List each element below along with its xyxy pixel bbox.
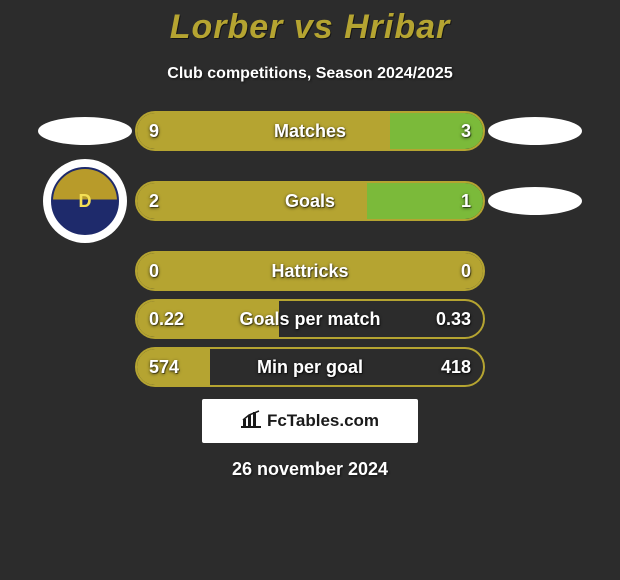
left-side-slot: D	[35, 159, 135, 243]
metric-row: 0.22Goals per match0.33	[0, 299, 620, 339]
bar-segment-right	[367, 183, 483, 219]
player-marker-left	[38, 117, 132, 145]
left-side-slot	[35, 299, 135, 339]
right-side-slot	[485, 299, 585, 339]
metric-row: D 2Goals1	[0, 159, 620, 243]
player-marker-right	[488, 187, 582, 215]
bar-segment-left	[137, 183, 367, 219]
barchart-icon	[241, 410, 261, 433]
date-line: 26 november 2024	[0, 459, 620, 480]
right-side-slot	[485, 347, 585, 387]
metric-bar: 0Hattricks0	[135, 251, 485, 291]
page-title: Lorber vs Hribar	[0, 8, 620, 47]
bar-segment-left	[137, 253, 483, 289]
metric-value-right: 0.33	[436, 301, 471, 337]
comparison-card: Lorber vs Hribar Club competitions, Seas…	[0, 0, 620, 480]
metric-bar: 0.22Goals per match0.33	[135, 299, 485, 339]
left-side-slot	[35, 251, 135, 291]
metric-row: 0Hattricks0	[0, 251, 620, 291]
metric-bar: 2Goals1	[135, 181, 485, 221]
player-marker-right	[488, 117, 582, 145]
right-side-slot	[485, 181, 585, 221]
left-side-slot	[35, 111, 135, 151]
crest-letter: D	[51, 167, 119, 235]
bar-segment-left	[137, 301, 279, 337]
left-side-slot	[35, 347, 135, 387]
site-name: FcTables.com	[267, 411, 379, 431]
page-subtitle: Club competitions, Season 2024/2025	[0, 65, 620, 83]
metric-row: 9Matches3	[0, 111, 620, 151]
bar-segment-left	[137, 113, 390, 149]
bar-segment-right	[390, 113, 483, 149]
right-side-slot	[485, 251, 585, 291]
bar-segment-left	[137, 349, 210, 385]
metric-value-right: 418	[441, 349, 471, 385]
metrics-list: 9Matches3 D 2Goals1 0Hattricks0 0.22Goals pe…	[0, 111, 620, 387]
metric-bar: 9Matches3	[135, 111, 485, 151]
site-badge: FcTables.com	[202, 399, 418, 443]
metric-bar: 574Min per goal418	[135, 347, 485, 387]
metric-row: 574Min per goal418	[0, 347, 620, 387]
right-side-slot	[485, 111, 585, 151]
club-crest-left: D	[43, 159, 127, 243]
